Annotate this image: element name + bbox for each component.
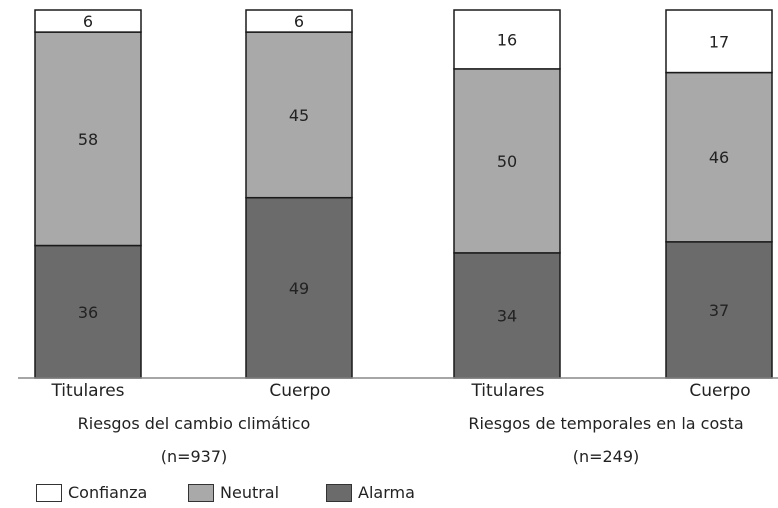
bar-segment-confianza-3 — [665, 9, 773, 74]
group-label-coast: Riesgos de temporales en la costa — [468, 414, 744, 433]
bar-segment-neutral-3 — [665, 71, 773, 243]
data-label-alarma-1: 49 — [289, 279, 309, 298]
bar-segment-confianza-0 — [34, 9, 142, 33]
legend-label-alarma: Alarma — [358, 483, 415, 502]
bar-segment-alarma-3 — [665, 241, 773, 379]
data-label-alarma-2: 34 — [497, 306, 517, 325]
bar-segment-alarma-0 — [34, 244, 142, 379]
legend-item-alarma: Alarma — [326, 483, 415, 502]
legend-swatch-neutral — [188, 483, 214, 502]
data-label-neutral-1: 45 — [289, 106, 309, 125]
bar-segment-neutral-1 — [245, 31, 353, 199]
bar-segment-alarma-2 — [453, 252, 561, 379]
legend-item-confianza: Confianza — [36, 483, 147, 502]
data-label-alarma-3: 37 — [709, 301, 729, 320]
data-label-neutral-3: 46 — [709, 148, 729, 167]
legend-swatch-alarma — [326, 483, 352, 502]
group-n-climate: (n=937) — [160, 447, 228, 466]
group-n-coast: (n=249) — [572, 447, 640, 466]
data-label-confianza-1: 6 — [294, 12, 304, 31]
group-label-climate: Riesgos del cambio climático — [77, 414, 311, 433]
data-label-alarma-0: 36 — [78, 303, 98, 322]
category-label-3: Cuerpo — [689, 381, 751, 401]
bar-segment-alarma-1 — [245, 196, 353, 379]
bar-segment-neutral-2 — [453, 68, 561, 254]
bar-segment-confianza-2 — [453, 9, 561, 70]
data-label-confianza-2: 16 — [497, 30, 517, 49]
legend-label-neutral: Neutral — [220, 483, 280, 502]
data-label-confianza-0: 6 — [83, 12, 93, 31]
category-label-1: Cuerpo — [269, 381, 331, 401]
data-label-neutral-0: 58 — [78, 130, 98, 149]
legend-swatch-confianza — [36, 483, 62, 502]
data-label-confianza-3: 17 — [709, 32, 729, 51]
bar-segment-neutral-0 — [34, 31, 142, 247]
data-label-neutral-2: 50 — [497, 152, 517, 171]
legend-label-confianza: Confianza — [68, 483, 148, 502]
bar-segment-confianza-1 — [245, 9, 353, 33]
category-label-2: Titulares — [471, 381, 545, 401]
legend-item-neutral: Neutral — [188, 483, 279, 502]
category-label-0: Titulares — [51, 381, 125, 401]
